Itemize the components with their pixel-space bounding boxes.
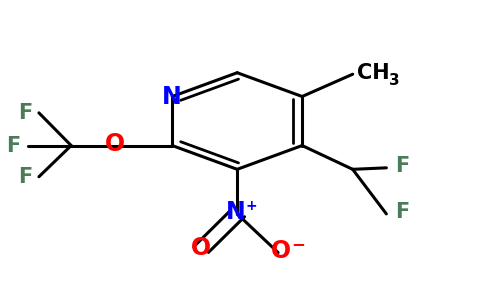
Text: F: F (394, 156, 409, 176)
Text: F: F (18, 103, 32, 123)
Text: CH: CH (357, 63, 389, 83)
Text: +: + (246, 199, 257, 213)
Text: O: O (191, 236, 211, 260)
Text: 3: 3 (389, 73, 399, 88)
Text: O: O (105, 132, 124, 156)
Text: F: F (6, 136, 20, 155)
Text: N: N (227, 200, 246, 224)
Text: −: − (291, 235, 305, 253)
Text: F: F (18, 167, 32, 187)
Text: N: N (162, 85, 182, 109)
Text: O: O (271, 239, 290, 263)
Text: F: F (394, 202, 409, 222)
